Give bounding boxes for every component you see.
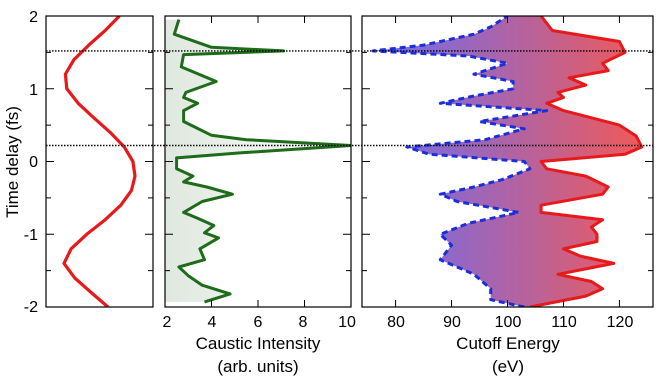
x-tick-label: 10 — [338, 314, 356, 331]
panel-field-frame — [45, 15, 154, 308]
x-tick-label: 120 — [607, 314, 634, 331]
y-tick-label: 2 — [29, 9, 38, 26]
x-axis-sublabel-cutoff: (eV) — [492, 357, 524, 376]
y-tick-label: 0 — [29, 154, 38, 171]
cutoff-min-curve — [371, 16, 549, 307]
x-tick-labels-cutoff: 80 90 100 110 120 — [387, 314, 633, 331]
caustic-curve — [172, 19, 351, 304]
cutoff-band — [373, 16, 642, 307]
cutoff-max-curve — [529, 16, 644, 307]
panel-caustic: 2 4 6 8 10 Caustic Intensity (arb. units… — [163, 15, 356, 376]
x-tick-label: 100 — [495, 314, 522, 331]
x-tick-label: 2 — [163, 314, 172, 331]
x-tick-label: 6 — [254, 314, 263, 331]
y-tick-label: -2 — [24, 299, 38, 316]
x-axis-label-cutoff: Cutoff Energy — [456, 334, 560, 353]
event-markers — [46, 50, 653, 147]
x-tick-label: 8 — [299, 314, 308, 331]
x-axis-label-caustic: Caustic Intensity — [196, 334, 321, 353]
y-tick-label: -1 — [24, 227, 38, 244]
x-tick-label: 90 — [443, 314, 461, 331]
y-tick-label: 1 — [29, 82, 38, 99]
x-tick-label: 110 — [551, 314, 577, 331]
caustic-fill — [165, 19, 351, 302]
y-tick-labels: 2 1 0 -1 -2 — [24, 9, 38, 316]
x-tick-label: 80 — [387, 314, 405, 331]
panel-field: 2 1 0 -1 -2 Time delay (fs) — [3, 9, 154, 316]
panel-cutoff: 80 90 100 110 120 Cutoff Energy (eV) — [361, 15, 654, 376]
x-tick-label: 4 — [208, 314, 217, 331]
field-curve — [62, 16, 137, 307]
x-tick-labels-caustic: 2 4 6 8 10 — [163, 314, 356, 331]
y-axis-label: Time delay (fs) — [3, 106, 22, 218]
x-axis-sublabel-caustic: (arb. units) — [217, 357, 298, 376]
